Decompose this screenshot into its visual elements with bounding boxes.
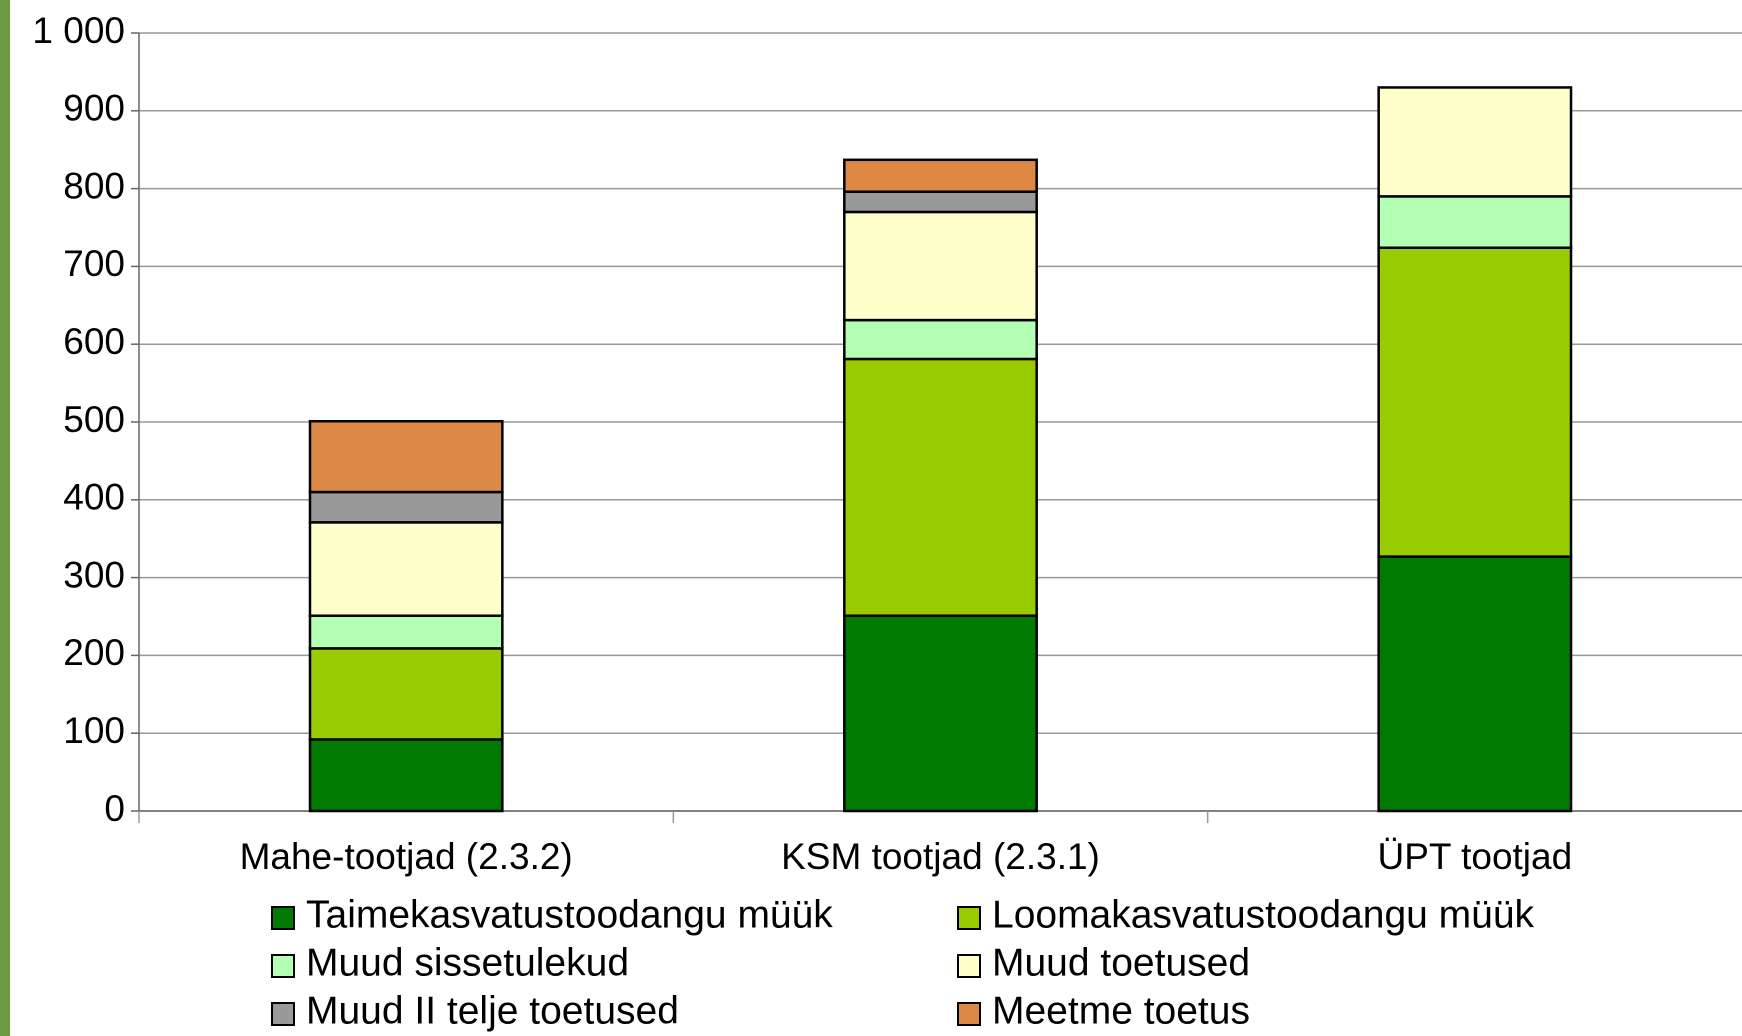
y-tick-label: 500 xyxy=(63,399,125,440)
left-edge xyxy=(0,0,10,1036)
bar-segment xyxy=(308,521,504,617)
bar-segment xyxy=(843,357,1038,617)
y-tick-label: 0 xyxy=(104,788,125,829)
bar-segment xyxy=(843,190,1038,214)
y-tick-label: 700 xyxy=(63,243,125,284)
y-tick-label: 800 xyxy=(63,165,125,206)
bar-segment xyxy=(843,158,1038,193)
bar-segment xyxy=(308,419,504,494)
legend-swatch xyxy=(957,1002,981,1026)
y-tick-label: 900 xyxy=(63,88,125,129)
bar-segment xyxy=(308,614,504,650)
legend-label: Muud toetused xyxy=(992,941,1250,984)
x-tick-label: Mahe-tootjad (2.3.2) xyxy=(240,836,573,877)
y-tick-label: 300 xyxy=(63,554,125,595)
bar-segment xyxy=(843,318,1038,361)
y-tick-label: 1 000 xyxy=(32,10,125,51)
bar-segment xyxy=(843,614,1038,813)
legend-label: Taimekasvatustoodangu müük xyxy=(306,893,833,936)
bar-segment xyxy=(1377,195,1573,249)
y-tick-label: 600 xyxy=(63,321,125,362)
legend-label: Muud II telje toetused xyxy=(306,989,679,1032)
bar-segment xyxy=(308,490,504,524)
legend-label: Muud sissetulekud xyxy=(306,941,629,984)
legend-swatch xyxy=(271,906,295,930)
bar-segment xyxy=(308,738,504,813)
legend-swatch xyxy=(957,954,981,978)
legend-label: Loomakasvatustoodangu müük xyxy=(992,893,1535,936)
legend-swatch xyxy=(957,906,981,930)
bar-segment xyxy=(308,647,504,741)
y-tick-label: 200 xyxy=(63,632,125,673)
bar-segment xyxy=(843,210,1038,322)
bar-segment xyxy=(1377,555,1573,813)
bar-segment xyxy=(1377,246,1573,558)
x-tick-label: ÜPT tootjad xyxy=(1377,836,1572,877)
y-tick-label: 400 xyxy=(63,477,125,518)
x-tick-label: KSM tootjad (2.3.1) xyxy=(781,836,1100,877)
legend-swatch xyxy=(271,1002,295,1026)
y-tick-label: 100 xyxy=(63,710,125,751)
legend-label: Meetme toetus xyxy=(992,989,1250,1032)
legend-swatch xyxy=(271,954,295,978)
bar-segment xyxy=(1377,86,1573,198)
